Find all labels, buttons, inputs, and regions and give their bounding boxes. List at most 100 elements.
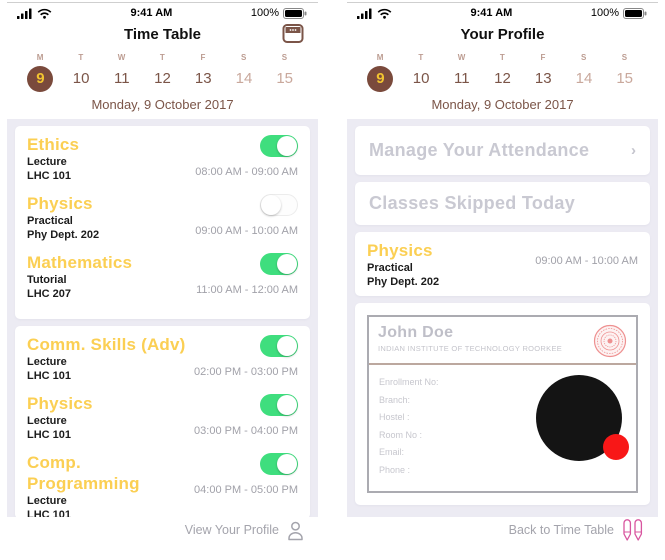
class-title: Physics [27,194,93,213]
view-profile-link[interactable]: View Your Profile [7,517,318,543]
day-number[interactable]: 9 [27,66,54,92]
day-cell[interactable]: S 15 [264,53,305,92]
day-letter: S [621,53,628,62]
class-title: Comm. Skills (Adv) [27,335,186,354]
chevron-right-icon: › [631,142,636,159]
day-letter: T [159,53,166,62]
day-number[interactable]: 14 [575,70,593,87]
attendance-toggle[interactable] [260,453,298,475]
selected-date-caption: Monday, 9 October 2017 [431,97,574,112]
class-time: 09:00 AM - 10:00 AM [535,255,638,267]
attendance-toggle[interactable] [260,335,298,357]
toggle-knob [261,195,281,215]
day-cell[interactable]: W 11 [441,53,482,92]
day-cell[interactable]: F 13 [183,53,224,92]
page-title: Your Profile [460,26,545,43]
day-cell[interactable]: W 11 [101,53,142,92]
class-room: Phy Dept. 202 [367,276,440,288]
attendance-toggle[interactable] [260,394,298,416]
day-cell[interactable]: T 10 [401,53,442,92]
attendance-toggle[interactable] [260,135,298,157]
day-letter: F [540,53,546,62]
page-title: Time Table [124,26,201,43]
day-letter: T [78,53,84,62]
day-number[interactable]: 9 [367,66,394,92]
skipped-class-card: Physics Practical Phy Dept. 202 09:00 AM -… [355,232,650,296]
classes-skipped-label: Classes Skipped Today [369,193,576,213]
status-bar: 9:41 AM 100% [347,3,658,20]
class-time: 02:00 PM - 03:00 PM [194,366,298,378]
status-time: 9:41 AM [470,7,513,19]
calendar-icon[interactable] [281,21,305,45]
class-title: Comp. Programming [27,453,140,493]
toggle-knob [277,136,297,156]
day-number[interactable]: 13 [194,70,212,87]
class-type: Practical [367,262,413,274]
class-room: Phy Dept. 202 [27,229,100,241]
footer-label: View Your Profile [184,523,279,537]
day-letter: S [241,53,247,62]
battery-percent: 100% [250,7,279,19]
profile-body: Manage Your Attendance › Classes Skipped… [347,119,658,517]
day-cell[interactable]: T 12 [482,53,523,92]
day-number[interactable]: 10 [72,70,90,87]
day-cell[interactable]: S 14 [564,53,605,92]
class-type: Lecture [27,156,67,168]
day-number[interactable]: 10 [412,70,430,87]
battery-icon [282,7,307,19]
battery-icon [622,7,647,19]
day-cell[interactable]: S 14 [224,53,265,92]
day-number[interactable]: 14 [235,70,253,87]
day-letter: M [376,53,384,62]
class-type: Lecture [27,495,67,507]
day-number[interactable]: 11 [454,70,470,87]
footer-label: Back to Time Table [508,523,614,537]
photo-placeholder [536,375,629,461]
class-title: Physics [27,394,93,413]
pens-icon [623,519,643,541]
day-number[interactable]: 12 [154,70,171,87]
day-cell[interactable]: S 15 [604,53,645,92]
selected-date-caption: Monday, 9 October 2017 [91,97,234,112]
student-name: John Doe [378,324,454,341]
class-time: 04:00 PM - 05:00 PM [194,484,298,496]
toggle-knob [277,336,297,356]
status-time: 9:41 AM [130,7,173,19]
class-room: LHC 101 [27,370,72,382]
day-number[interactable]: 12 [494,70,511,87]
day-letter: S [281,53,288,62]
class-row: Physics Lecture LHC 101 03:00 PM - 04:00 P… [27,393,298,452]
signal-bars-icon [17,8,32,19]
signal-bars-icon [357,8,372,19]
class-time: 11:00 AM - 12:00 AM [196,284,298,296]
institute-name: INDIAN INSTITUTE OF TECHNOLOGY ROORKEE [378,344,563,353]
toggle-knob [277,395,297,415]
day-letter: W [117,53,126,62]
attendance-toggle[interactable] [260,253,298,275]
day-number[interactable]: 13 [534,70,552,87]
class-time: 09:00 AM - 10:00 AM [195,225,298,237]
toggle-knob [277,254,297,274]
photo-status-dot [603,434,629,460]
day-cell[interactable]: F 13 [523,53,564,92]
attendance-toggle[interactable] [260,194,298,216]
field-enrollment: Enrollment No: [379,377,439,387]
class-row: Physics Practical Phy Dept. 202 09:00 AM -… [367,240,638,288]
day-cell[interactable]: T 10 [61,53,102,92]
institute-seal-icon [593,324,627,358]
day-number[interactable]: 15 [276,70,294,87]
manage-attendance-button[interactable]: Manage Your Attendance › [355,126,650,175]
back-to-timetable-link[interactable]: Back to Time Table [347,517,658,543]
day-letter: F [200,53,206,62]
day-cell[interactable]: T 12 [142,53,183,92]
day-number[interactable]: 15 [616,70,634,87]
id-card-header: John Doe INDIAN INSTITUTE OF TECHNOLOGY … [369,317,636,365]
id-fields: Enrollment No: Branch: Hostel : Room No … [379,374,626,479]
wifi-icon [377,8,392,19]
class-title: Physics [367,241,433,260]
header: Your Profile [347,20,658,49]
day-number[interactable]: 11 [114,70,130,87]
